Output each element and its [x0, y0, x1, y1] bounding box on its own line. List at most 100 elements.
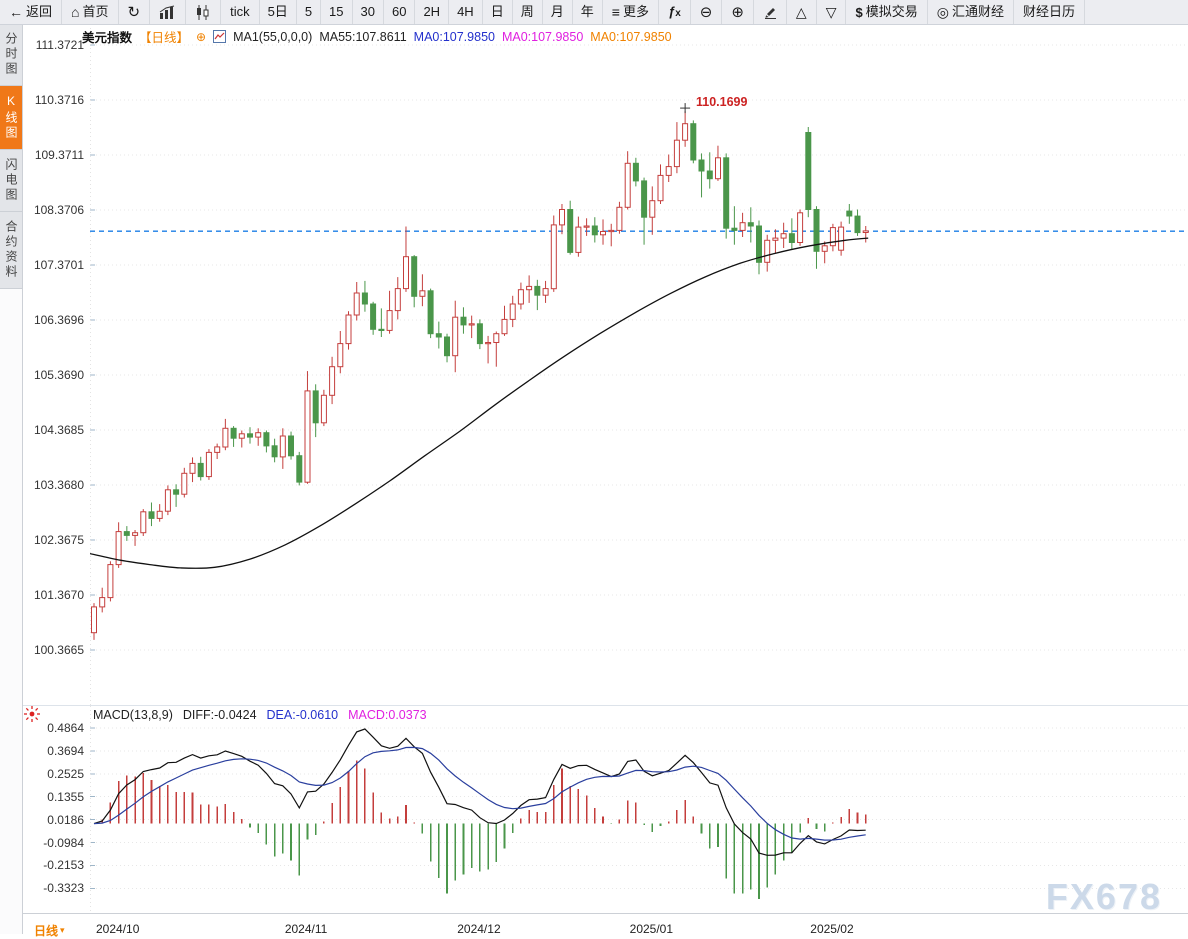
candles-layer: [91, 111, 869, 640]
toolbar-button-5[interactable]: 5: [297, 0, 322, 24]
triangle-down-icon: ▽: [825, 4, 837, 20]
y-axis-label: 102.3675: [33, 533, 84, 547]
toolbar-button-label: 汇通财经: [951, 4, 1004, 19]
y-axis-label: 103.3680: [33, 478, 84, 492]
toolbar-button-label: 60: [391, 4, 407, 19]
y-axis-label: 104.3685: [33, 423, 84, 437]
y-axis-label: 107.3701: [33, 258, 84, 272]
ma55-line: [90, 237, 869, 569]
x-axis-label: 2025/01: [629, 922, 674, 936]
toolbar-button-candlestick[interactable]: [186, 0, 222, 24]
y-axis-label: 105.3690: [33, 368, 84, 382]
toolbar-button-day[interactable]: 日: [483, 0, 513, 24]
toolbar-button-label: 2H: [423, 4, 441, 19]
toolbar-button-label: 模拟交易: [865, 4, 918, 19]
ma0-value-orange: MA0:107.9850: [590, 29, 672, 44]
toolbar-button-label: 更多: [622, 4, 649, 19]
macd-chart[interactable]: [90, 706, 1188, 913]
macd-diff-value: DIFF:-0.0424: [182, 708, 257, 722]
macd-params-label: MACD(13,8,9): [93, 708, 173, 722]
macd-histogram: [101, 760, 867, 899]
chart-header: 美元指数 【日线】 ⊕ MA1(55,0,0,0) MA55:107.8611 …: [82, 27, 672, 46]
sidebar-tab-lightning[interactable]: 闪电图: [0, 150, 22, 212]
peak-marker: [680, 103, 691, 114]
toolbar-button-4h[interactable]: 4H: [449, 0, 483, 24]
dollar-icon: $: [855, 4, 863, 20]
toolbar-button-zoom-in[interactable]: ⊕: [722, 0, 754, 24]
toolbar-button-calendar[interactable]: 财经日历: [1014, 0, 1085, 24]
macd-axis-label: -0.3323: [43, 881, 84, 896]
caret-down-icon: ▾: [60, 925, 65, 935]
period-selector[interactable]: 日线 ▾: [34, 922, 65, 939]
macd-axis-label: 0.1355: [47, 789, 84, 804]
y-axis-label: 111.3721: [35, 38, 84, 52]
x-axis-label: 2025/02: [810, 922, 854, 936]
toolbar-button-label: 年: [580, 4, 594, 19]
more-icon: ≡: [611, 4, 620, 20]
toolbar-button-draw[interactable]: [754, 0, 787, 24]
toolbar-button-label: 5日: [267, 4, 288, 19]
bar-chart-icon: [159, 5, 176, 19]
toolbar-button-back[interactable]: ← 返回: [0, 0, 63, 24]
home-icon: ⌂: [71, 4, 80, 20]
toolbar-button-more[interactable]: ≡ 更多: [603, 0, 659, 24]
chart-type-icon[interactable]: [213, 30, 227, 43]
toolbar-button-week[interactable]: 周: [513, 0, 543, 24]
toolbar-button-bar-chart[interactable]: [150, 0, 187, 24]
period-selector-label: 日线: [34, 924, 59, 938]
panel-separator: [22, 705, 1188, 706]
back-arrow-icon: ←: [9, 4, 23, 20]
sidebar-tab-time-share[interactable]: 分时图: [0, 24, 22, 86]
toolbar-button-label: 日: [490, 4, 504, 19]
macd-axis-label: -0.0984: [43, 835, 84, 850]
triangle-up-icon: △: [795, 4, 807, 20]
toolbar-button-month[interactable]: 月: [543, 0, 573, 24]
toolbar-button-label: 财经日历: [1022, 4, 1075, 19]
ma0-value-magenta: MA0:107.9850: [501, 29, 584, 44]
macd-header: MACD(13,8,9) DIFF:-0.0424 DEA:-0.0610 MA…: [93, 708, 427, 722]
toolbar-button-fx[interactable]: ƒx: [659, 0, 691, 24]
toolbar-button-tick[interactable]: tick: [221, 0, 260, 24]
toolbar-button-zoom-out[interactable]: ⊖: [691, 0, 723, 24]
ma0-value-blue: MA0:107.9850: [413, 29, 495, 44]
toolbar-button-year[interactable]: 年: [573, 0, 603, 24]
main-chart[interactable]: [90, 24, 1188, 705]
ma55-value: MA55:107.8611: [319, 29, 407, 44]
toolbar-button-triangle-down[interactable]: ▽: [817, 0, 847, 24]
toolbar-button-15[interactable]: 15: [321, 0, 353, 24]
pencil-icon: [763, 5, 777, 19]
y-axis-label: 110.3716: [34, 93, 84, 107]
period-tag: 【日线】: [139, 31, 190, 45]
sidebar-tab-contract-info[interactable]: 合约资料: [0, 212, 22, 289]
sidebar-tab-kline[interactable]: K线图: [0, 86, 22, 150]
toolbar-button-label: 首页: [82, 4, 109, 19]
toolbar-button-triangle-up[interactable]: △: [787, 0, 817, 24]
toolbar-button-home[interactable]: ⌂ 首页: [62, 0, 119, 24]
fx-icon: ƒx: [667, 4, 681, 19]
toolbar-button-label: 5: [304, 4, 313, 19]
expand-icon[interactable]: ⊕: [196, 29, 207, 44]
y-axis-label: 106.3696: [33, 313, 84, 327]
x-axis-label: 2024/10: [96, 922, 140, 936]
toolbar-button-sim-trade[interactable]: $ 模拟交易: [846, 0, 928, 24]
toolbar-button-label: 30: [360, 4, 375, 19]
toolbar-button-30[interactable]: 30: [353, 0, 384, 24]
macd-axis-label: 0.0186: [47, 812, 84, 827]
toolbar-button-refresh[interactable]: ↻: [119, 0, 151, 24]
toolbar-button-5d[interactable]: 5日: [260, 0, 297, 24]
x-axis-label: 2024/12: [457, 922, 501, 936]
zoom-out-icon: ⊖: [699, 3, 713, 21]
macd-value: MACD:0.0373: [348, 708, 427, 722]
peak-price-label: 110.1699: [696, 95, 748, 109]
toolbar-button-60[interactable]: 60: [384, 0, 416, 24]
ma-settings-label: MA1(55,0,0,0): [233, 29, 313, 44]
sidebar: 分时图 K线图 闪电图 合约资料: [0, 24, 23, 934]
toolbar-button-label: 月: [550, 4, 564, 19]
toolbar-button-huitong[interactable]: ◎ 汇通财经: [928, 0, 1014, 24]
macd-axis-label: -0.2153: [43, 858, 84, 873]
indicator-settings-icon[interactable]: [23, 705, 41, 723]
toolbar-button-label: tick: [230, 4, 250, 19]
y-axis-label: 101.3670: [33, 588, 84, 602]
y-axis-label: 109.3711: [34, 148, 84, 162]
toolbar-button-2h[interactable]: 2H: [415, 0, 450, 24]
